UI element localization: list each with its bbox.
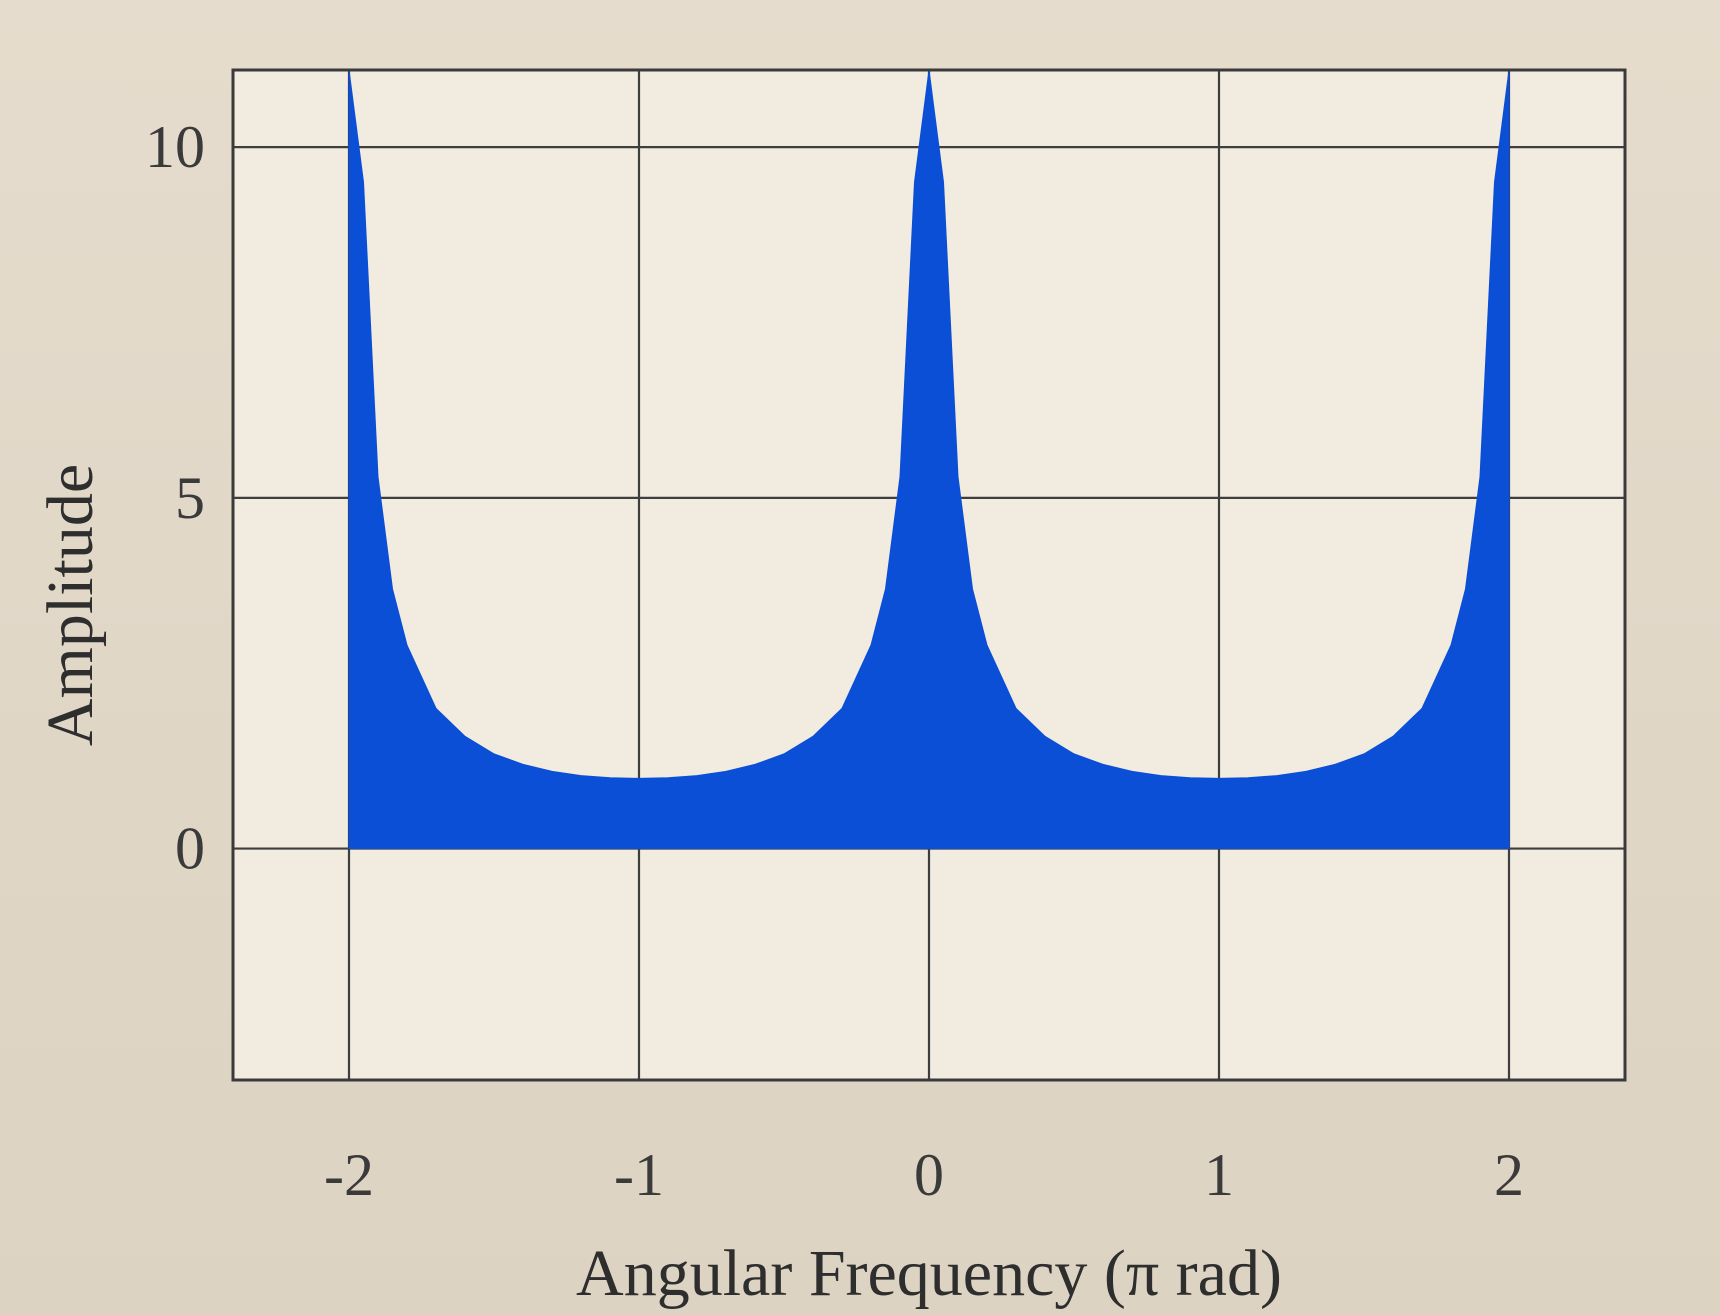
y-tick-label: 10 bbox=[145, 114, 205, 180]
x-tick-label: 2 bbox=[1494, 1142, 1524, 1208]
y-tick-label: 5 bbox=[175, 465, 205, 531]
data-layer bbox=[348, 69, 1510, 850]
y-axis-title: Amplitude bbox=[34, 464, 107, 746]
x-tick-label: 0 bbox=[914, 1142, 944, 1208]
x-tick-label: -1 bbox=[614, 1142, 664, 1208]
x-tick-label: -2 bbox=[324, 1142, 374, 1208]
plot-frame bbox=[231, 68, 1627, 1082]
y-tick-label: 0 bbox=[175, 816, 205, 882]
x-axis-title: Angular Frequency (π rad) bbox=[576, 1237, 1282, 1310]
tick-labels: -2 -1 0 1 2 0 5 10 bbox=[145, 114, 1524, 1208]
x-tick-label: 1 bbox=[1204, 1142, 1234, 1208]
spectrum-area bbox=[348, 69, 1510, 850]
